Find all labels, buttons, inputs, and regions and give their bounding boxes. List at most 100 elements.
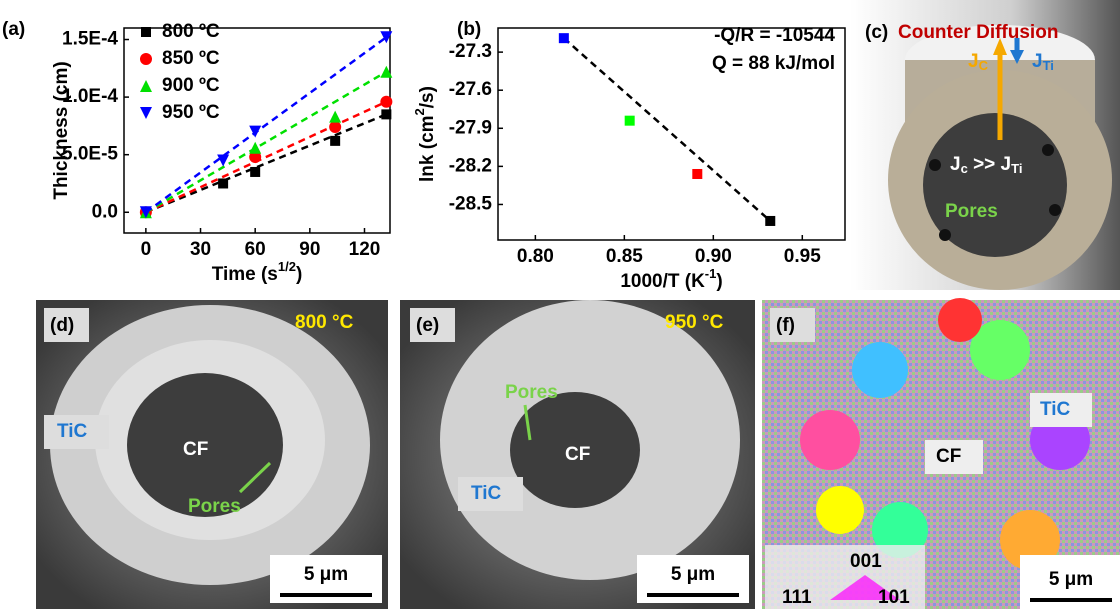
y-tick-label: -27.6 xyxy=(449,79,492,100)
axis-label-part: 1000/T (K xyxy=(620,271,705,292)
axis-label-part: 2 xyxy=(412,108,427,115)
y-tick-label: 1.5E-4 xyxy=(62,29,118,50)
plot-frame xyxy=(497,27,846,241)
marker xyxy=(692,168,703,179)
y-tick-label: -28.5 xyxy=(449,193,493,214)
axis-label: Thickness (cm) xyxy=(51,61,72,199)
axis-label-part: /s) xyxy=(417,86,438,108)
tic-label: TiC xyxy=(57,421,88,442)
subscript: Ti xyxy=(1043,58,1054,73)
scale-bar-label: 5 μm xyxy=(671,564,715,585)
axis-label: Time (s1/2) xyxy=(212,259,303,285)
panel-label: (b) xyxy=(457,19,481,40)
legend-label: 900 ºC xyxy=(162,75,220,96)
pores-label: Pores xyxy=(505,382,558,403)
axis-label-part: ) xyxy=(716,271,722,292)
panel-label: (d) xyxy=(50,315,74,336)
x-tick-label: 120 xyxy=(349,239,381,260)
cf-label: CF xyxy=(936,446,961,467)
marker xyxy=(249,150,262,163)
symbol: >> J xyxy=(968,154,1011,175)
legend-label: 800 ºC xyxy=(162,21,220,42)
legend-marker xyxy=(140,53,152,65)
temperature-label: 800 °C xyxy=(295,312,354,333)
temperature-label: 950 °C xyxy=(665,312,724,333)
marker xyxy=(139,206,152,219)
marker xyxy=(380,31,393,44)
x-tick-label: 0 xyxy=(141,239,152,260)
x-tick-label: 0.80 xyxy=(517,246,554,267)
marker xyxy=(218,178,229,189)
panel-label: (f) xyxy=(776,315,795,336)
axis-label: lnk (cm2/s) xyxy=(412,86,438,182)
panel-d: (d) 800 °C TiC CF Pores 5 μm xyxy=(36,300,388,609)
panel-label: (c) xyxy=(865,22,888,43)
subscript: Ti xyxy=(1011,161,1022,176)
subscript: C xyxy=(979,58,989,73)
marker xyxy=(217,154,230,167)
marker xyxy=(250,166,261,177)
marker xyxy=(624,115,635,126)
tic-label: TiC xyxy=(1040,399,1071,420)
axis-label: 1000/T (K-1) xyxy=(620,266,722,292)
axis-label-part: ) xyxy=(296,264,302,285)
annotation: Q = 88 kJ/mol xyxy=(712,53,835,74)
x-tick-label: 0.95 xyxy=(784,246,821,267)
fit-line xyxy=(145,113,387,214)
scale-bar-label: 5 μm xyxy=(1049,569,1093,590)
panel-title: Counter Diffusion xyxy=(898,22,1058,43)
y-tick-label: 0.0 xyxy=(92,201,118,222)
x-tick-label: 0.90 xyxy=(695,246,732,267)
axis-label-part: 1/2 xyxy=(278,259,296,274)
legend-marker xyxy=(141,27,151,37)
axis-label-part: Time (s xyxy=(212,264,278,285)
marker xyxy=(558,33,569,44)
scale-bar-label: 5 μm xyxy=(304,564,348,585)
x-tick-label: 0.85 xyxy=(606,246,643,267)
panel-f: (f) TiC CF 001 111 101 5 μm xyxy=(762,298,1120,609)
subscript: c xyxy=(961,161,968,176)
panel-e: (e) 950 °C Pores CF TiC 5 μm xyxy=(400,300,755,609)
axis-label-part: -1 xyxy=(705,266,717,281)
x-tick-label: 60 xyxy=(245,239,266,260)
marker xyxy=(329,121,342,134)
pores-label: Pores xyxy=(945,201,998,222)
panel-label: (a) xyxy=(2,19,25,40)
y-tick-label: 1.0E-4 xyxy=(62,86,118,107)
tic-label: TiC xyxy=(471,483,502,504)
flux-label: JC xyxy=(968,51,989,73)
marker xyxy=(380,95,393,108)
annotation: -Q/R = -10544 xyxy=(714,25,835,46)
fit-line xyxy=(145,36,388,214)
marker xyxy=(249,141,262,154)
x-tick-label: 90 xyxy=(299,239,320,260)
x-tick-label: 30 xyxy=(190,239,211,260)
legend-label: 850 ºC xyxy=(162,48,220,69)
cf-label: CF xyxy=(565,444,590,465)
pores-label: Pores xyxy=(188,496,241,517)
legend-marker xyxy=(140,107,152,119)
orientation-label: 001 xyxy=(850,551,882,572)
fit-line xyxy=(563,37,772,222)
y-tick-label: -27.9 xyxy=(449,117,492,138)
cf-label: CF xyxy=(183,439,208,460)
symbol: J xyxy=(1032,51,1043,72)
y-tick-label: -28.2 xyxy=(449,155,492,176)
flux-relation: Jc >> JTi xyxy=(950,154,1022,176)
marker xyxy=(330,135,341,146)
panel-c: (c) Counter Diffusion JC JTi Jc >> JTi P… xyxy=(850,0,1120,290)
y-tick-label: -27.3 xyxy=(449,41,492,62)
orientation-label: 101 xyxy=(878,587,910,608)
marker xyxy=(765,215,776,226)
marker xyxy=(329,110,342,123)
fit-line xyxy=(145,70,387,214)
marker xyxy=(249,125,262,138)
plot-frame xyxy=(123,27,391,234)
fit-line xyxy=(145,100,387,214)
axis-label-part: lnk (cm xyxy=(417,115,438,182)
marker xyxy=(380,65,393,78)
legend-label: 950 ºC xyxy=(162,102,220,123)
orientation-label: 111 xyxy=(782,587,812,608)
symbol: J xyxy=(950,154,961,175)
